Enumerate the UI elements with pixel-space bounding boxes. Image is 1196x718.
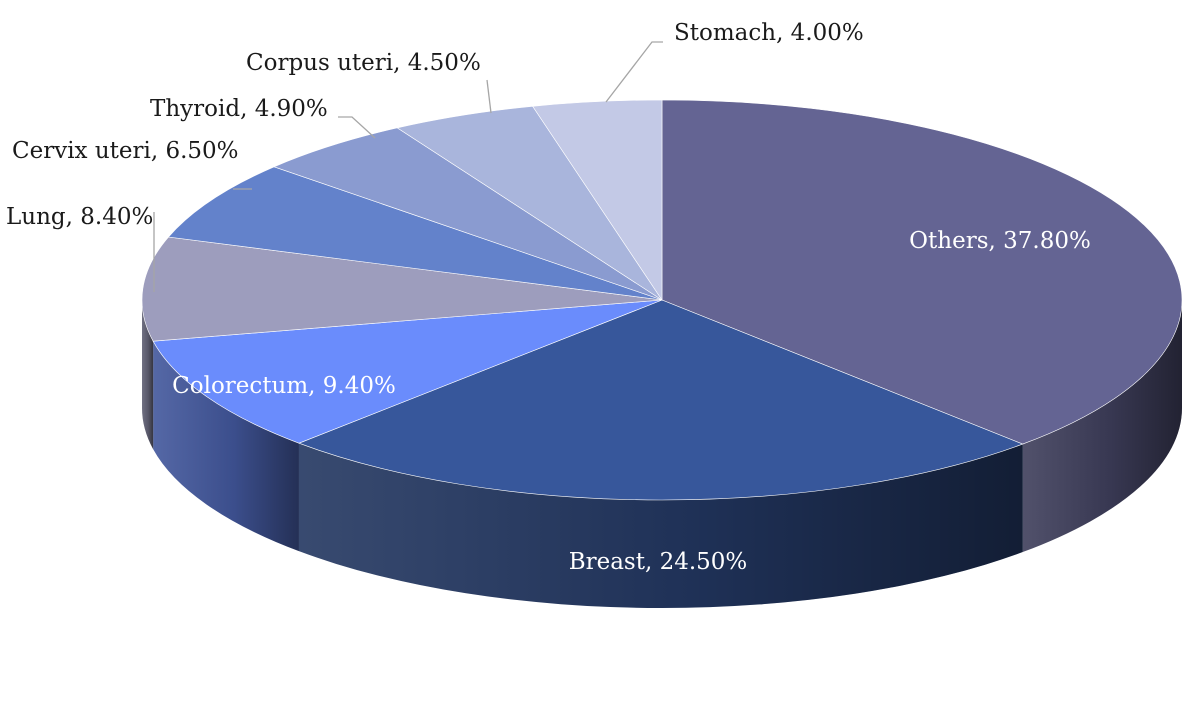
data-label-breast: Breast, 24.50% — [569, 549, 748, 575]
slice-lung — [141, 236, 663, 342]
leader-line-corpus-uteri — [486, 79, 492, 114]
side-wall-shade-lung — [142, 300, 154, 450]
leader-line-stomach — [605, 41, 663, 103]
data-label-corpus-uteri: Corpus uteri, 4.50% — [246, 50, 481, 76]
leader-lines — [153, 41, 663, 292]
data-label-cervix-uteri: Cervix uteri, 6.50% — [12, 138, 239, 164]
pie-side-walls — [142, 300, 1182, 609]
data-label-lung: Lung, 8.40% — [6, 204, 153, 230]
side-wall-shade-colorectum — [153, 341, 299, 552]
pie-top-faces — [141, 99, 1183, 501]
side-wall-shade-others — [1022, 300, 1182, 553]
data-label-colorectum: Colorectum, 9.40% — [172, 373, 396, 399]
data-labels: Others, 37.80% Breast, 24.50% Colorectum, … — [6, 20, 1091, 575]
slice-others — [661, 99, 1183, 445]
data-label-others: Others, 37.80% — [909, 228, 1091, 254]
slice-colorectum — [152, 299, 663, 444]
leader-line-thyroid — [338, 116, 376, 139]
slice-stomach — [532, 99, 663, 301]
data-label-stomach: Stomach, 4.00% — [674, 20, 864, 46]
side-wall-shade-breast — [298, 443, 1023, 609]
slice-thyroid — [273, 127, 663, 301]
data-label-thyroid: Thyroid, 4.90% — [150, 96, 328, 122]
slice-cervix-uteri — [167, 166, 663, 301]
slice-breast — [298, 299, 1024, 501]
